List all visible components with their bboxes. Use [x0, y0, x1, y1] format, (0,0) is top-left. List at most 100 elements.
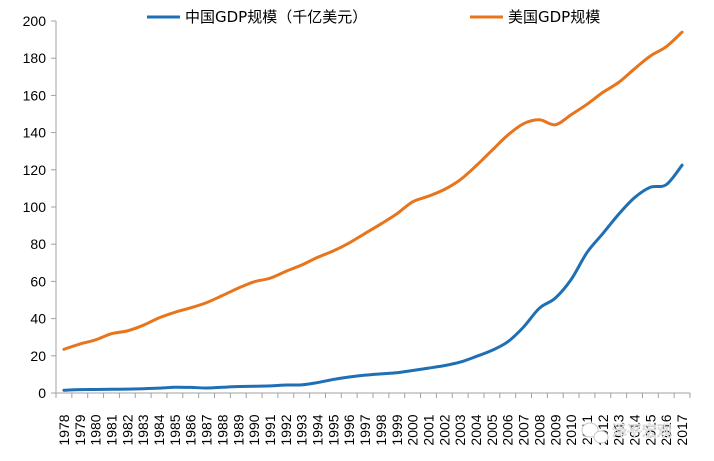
y-tick-label: 140 — [23, 125, 47, 141]
usa-point-2013 — [617, 80, 621, 84]
usa-point-1999 — [395, 212, 399, 216]
usa-point-1987 — [205, 301, 209, 305]
china-point-2012 — [601, 232, 605, 236]
series-layer — [62, 30, 684, 392]
x-tick-label: 1983 — [135, 414, 151, 445]
usa-point-1981 — [109, 332, 113, 336]
x-tick-label: 1999 — [389, 414, 405, 445]
x-tick-label: 2001 — [420, 414, 436, 445]
usa-point-1995 — [331, 249, 335, 253]
x-tick-label: 1980 — [88, 414, 104, 445]
usa-point-2016 — [664, 45, 668, 49]
usa-point-1985 — [173, 310, 177, 314]
x-tick-label: 1990 — [246, 414, 262, 445]
x-tick-label: 1987 — [199, 414, 215, 445]
x-tick-label: 1988 — [214, 414, 230, 445]
x-tick-label: 1992 — [278, 414, 294, 445]
chat-bubble-icon — [581, 422, 609, 444]
china-point-1979 — [78, 388, 82, 392]
china-point-1990 — [252, 384, 256, 388]
x-tick-label: 2009 — [547, 414, 563, 445]
usa-point-1998 — [379, 222, 383, 226]
legend: 中国GDP规模（千亿美元） 美国GDP规模 — [147, 8, 600, 26]
usa-point-2012 — [601, 90, 605, 94]
y-tick-label: 40 — [30, 311, 46, 327]
usa-point-1982 — [125, 329, 129, 333]
usa-point-2017 — [680, 30, 684, 34]
x-tick-label: 1979 — [72, 414, 88, 445]
x-tick-label: 2013 — [611, 414, 627, 445]
usa-point-2010 — [569, 113, 573, 117]
china-point-2016 — [664, 183, 668, 187]
x-tick-label: 1982 — [119, 414, 135, 445]
watermark: 泽平宏观 — [581, 422, 672, 444]
usa-point-1988 — [220, 294, 224, 298]
y-tick-label: 100 — [23, 199, 47, 215]
usa-point-2007 — [522, 122, 526, 126]
china-point-1988 — [220, 385, 224, 389]
china-point-2000 — [411, 368, 415, 372]
x-tick-label: 2010 — [563, 414, 579, 445]
usa-point-1980 — [94, 338, 98, 342]
china-point-1981 — [109, 387, 113, 391]
x-tick-label: 2014 — [627, 414, 643, 445]
china-point-1992 — [284, 383, 288, 387]
usa-point-1984 — [157, 316, 161, 320]
usa-point-1986 — [189, 306, 193, 310]
y-tick-label: 80 — [30, 236, 46, 252]
usa-point-1990 — [252, 280, 256, 284]
usa-point-1991 — [268, 276, 272, 280]
series-line-usa — [62, 30, 684, 351]
china-point-2003 — [458, 360, 462, 364]
usa-point-2001 — [426, 194, 430, 198]
x-axis: 1978 1979 1980 1981 1982 1983 1984 1985 1986 1987… — [55, 392, 691, 446]
y-tick-label: 180 — [23, 50, 47, 66]
x-tick-label: 2015 — [642, 414, 658, 445]
china-point-1986 — [189, 385, 193, 389]
usa-point-1978 — [62, 347, 66, 351]
usa-point-1989 — [236, 286, 240, 290]
y-axis: 0 20 40 60 80 100 120 140 160 180 200 — [23, 13, 57, 401]
usa-point-1992 — [284, 269, 288, 273]
china-point-1996 — [347, 375, 351, 379]
legend-label-china: 中国GDP规模（千亿美元） — [185, 8, 367, 26]
china-point-1995 — [331, 377, 335, 381]
x-tick-label: 1989 — [230, 414, 246, 445]
x-tick-label: 1985 — [167, 414, 183, 445]
x-tick-label: 2007 — [516, 414, 532, 445]
series-line-china — [62, 163, 684, 392]
china-point-2014 — [633, 196, 637, 200]
china-point-1987 — [205, 386, 209, 390]
china-point-1994 — [316, 381, 320, 385]
x-tick-label: 2016 — [658, 414, 674, 445]
y-tick-label: 20 — [30, 348, 46, 364]
x-tick-label: 1991 — [262, 414, 278, 445]
x-tick-label: 1998 — [373, 414, 389, 445]
usa-point-2002 — [442, 188, 446, 192]
china-point-1989 — [236, 384, 240, 388]
china-point-1997 — [363, 373, 367, 377]
y-tick-label: 0 — [38, 385, 46, 401]
x-tick-label: 2004 — [468, 414, 484, 445]
china-point-2011 — [585, 251, 589, 255]
china-point-1993 — [300, 383, 304, 387]
china-point-2002 — [442, 364, 446, 368]
china-point-1999 — [395, 371, 399, 375]
x-tick-label: 1981 — [103, 414, 119, 445]
usa-point-2014 — [633, 67, 637, 71]
usa-point-1983 — [141, 323, 145, 327]
china-point-2004 — [474, 355, 478, 359]
china-point-1998 — [379, 372, 383, 376]
china-point-2010 — [569, 278, 573, 282]
china-point-1983 — [141, 387, 145, 391]
usa-point-2008 — [537, 118, 541, 122]
x-tick-label: 1995 — [325, 414, 341, 445]
x-tick-label: 2000 — [405, 414, 421, 445]
x-tick-label: 1997 — [357, 414, 373, 445]
china-point-1980 — [94, 387, 98, 391]
x-tick-label: 1978 — [56, 414, 72, 445]
china-point-2007 — [522, 325, 526, 329]
usa-point-2011 — [585, 102, 589, 106]
china-point-2008 — [537, 306, 541, 310]
